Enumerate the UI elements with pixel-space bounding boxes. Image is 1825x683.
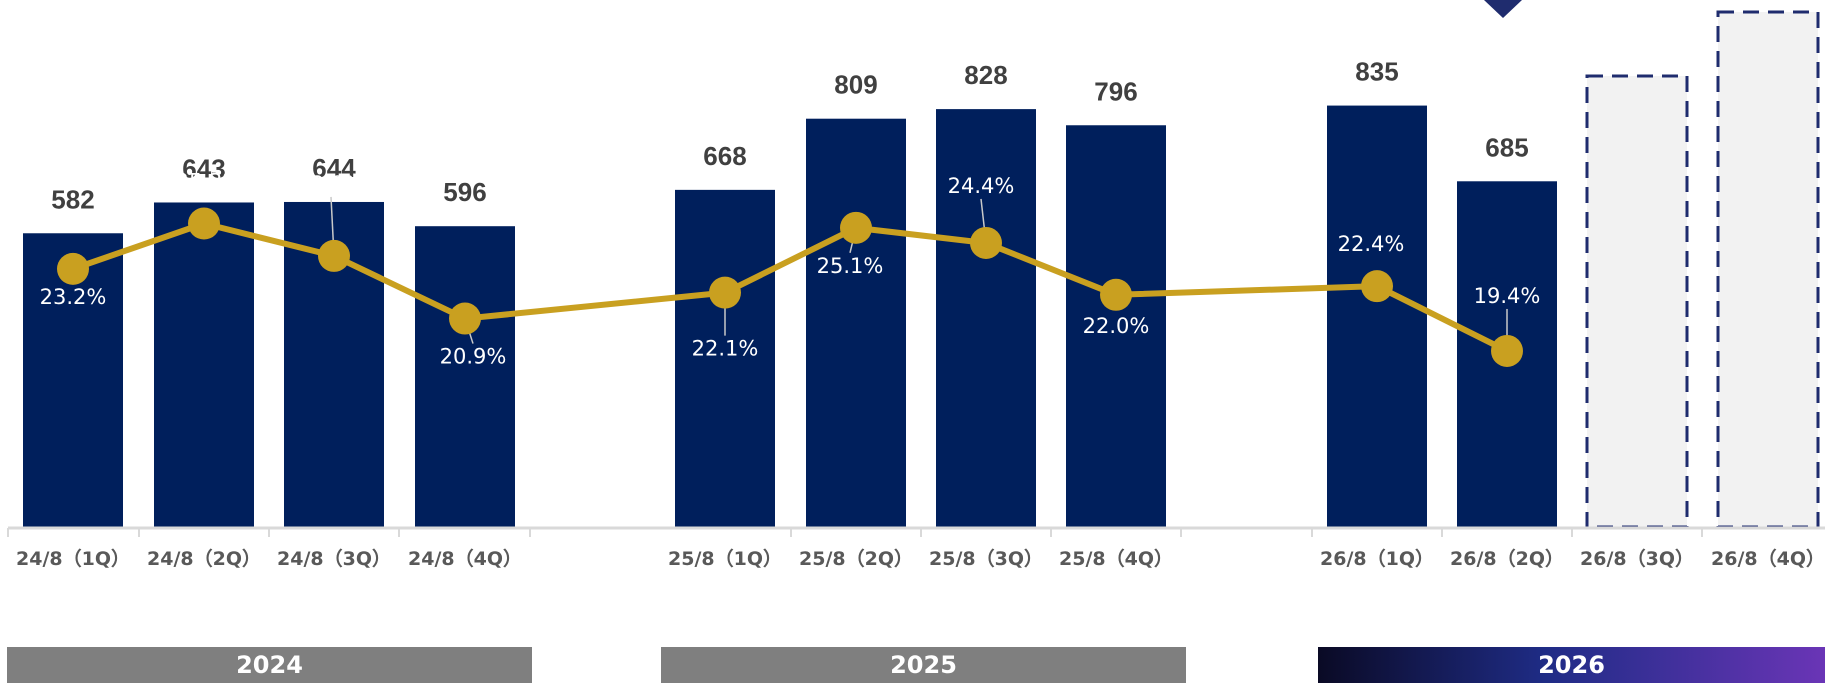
bar-value-label: 809 xyxy=(834,70,877,100)
ratio-label: 24.4% xyxy=(948,174,1015,198)
bar-value-label: 835 xyxy=(1355,57,1398,87)
year-band-2024: 2024 xyxy=(7,647,532,683)
ratio-line xyxy=(70,220,1510,354)
ratio-label: 22.1% xyxy=(692,337,759,361)
ratio-label: 23.8% xyxy=(298,172,365,196)
category-label: 24/8（3Q） xyxy=(277,547,391,570)
year-band-2025: 2025 xyxy=(661,647,1186,683)
category-label: 26/8（2Q） xyxy=(1450,547,1564,570)
ratio-point xyxy=(449,302,481,335)
bar-value-label: 582 xyxy=(51,184,94,214)
ratio-label: 25.3% xyxy=(176,170,243,194)
bar-value-label: 685 xyxy=(1485,132,1528,162)
forecast-bar xyxy=(1585,74,1689,529)
x-axis: 24/8（1Q） 24/8（2Q） 24/8（3Q） 24/8（4Q） 25/8（1Q）… xyxy=(7,526,1825,570)
year-label: 2026 xyxy=(1538,651,1605,679)
ratio-point xyxy=(1100,278,1132,311)
ratio-point xyxy=(1361,270,1393,303)
ratio-point xyxy=(1491,334,1523,367)
ratio-label: 22.4% xyxy=(1338,232,1405,256)
ratio-label: 20.9% xyxy=(440,345,507,369)
year-label: 2024 xyxy=(236,651,303,679)
forecast-bar xyxy=(1716,10,1820,529)
category-label: 25/8（1Q） xyxy=(668,547,782,570)
ratio-point xyxy=(970,226,1002,259)
chart-area: 24/8（1Q） 24/8（2Q） 24/8（3Q） 24/8（4Q） 25/8（1Q）… xyxy=(7,0,1825,570)
year-label: 2025 xyxy=(890,651,957,679)
bar xyxy=(1066,125,1166,528)
bar-value-label: 596 xyxy=(443,177,486,207)
year-band-2026: 2026 xyxy=(1318,647,1825,683)
ratio-point xyxy=(840,211,872,244)
ratio-series xyxy=(70,220,1510,354)
data-labels: 582 643 644 596 668 809 828 796 835 685 23.2% 25.3%… xyxy=(40,57,1541,369)
bar xyxy=(154,202,254,527)
ratio-point xyxy=(188,207,220,240)
category-label: 24/8（1Q） xyxy=(16,547,130,570)
ratio-label: 25.1% xyxy=(817,254,884,278)
bar xyxy=(936,109,1036,527)
ratio-point xyxy=(318,239,350,272)
bar xyxy=(675,189,775,527)
bar-series xyxy=(23,10,1820,529)
category-label: 24/8（4Q） xyxy=(408,547,522,570)
period-marker-icon xyxy=(1484,0,1522,18)
bar xyxy=(806,118,906,528)
bar-value-label: 668 xyxy=(703,141,746,171)
bar xyxy=(415,226,515,528)
bar-value-label: 796 xyxy=(1094,76,1137,106)
ratio-label: 23.2% xyxy=(40,285,107,309)
category-label: 25/8（3Q） xyxy=(929,547,1043,570)
ratio-label: 19.4% xyxy=(1474,284,1541,308)
ratio-point xyxy=(57,252,89,285)
ratio-point xyxy=(709,276,741,309)
category-label: 26/8（4Q） xyxy=(1711,547,1825,570)
category-label: 26/8（3Q） xyxy=(1580,547,1694,570)
category-label: 24/8（2Q） xyxy=(147,547,261,570)
ratio-label: 22.0% xyxy=(1083,314,1150,338)
bar xyxy=(1327,105,1427,527)
bar-value-label: 644 xyxy=(312,153,356,183)
category-label: 25/8（4Q） xyxy=(1059,547,1173,570)
category-label: 26/8（1Q） xyxy=(1320,547,1434,570)
bar-value-label: 643 xyxy=(182,153,225,183)
category-label: 25/8（2Q） xyxy=(799,547,913,570)
bar-value-label: 828 xyxy=(964,60,1007,90)
